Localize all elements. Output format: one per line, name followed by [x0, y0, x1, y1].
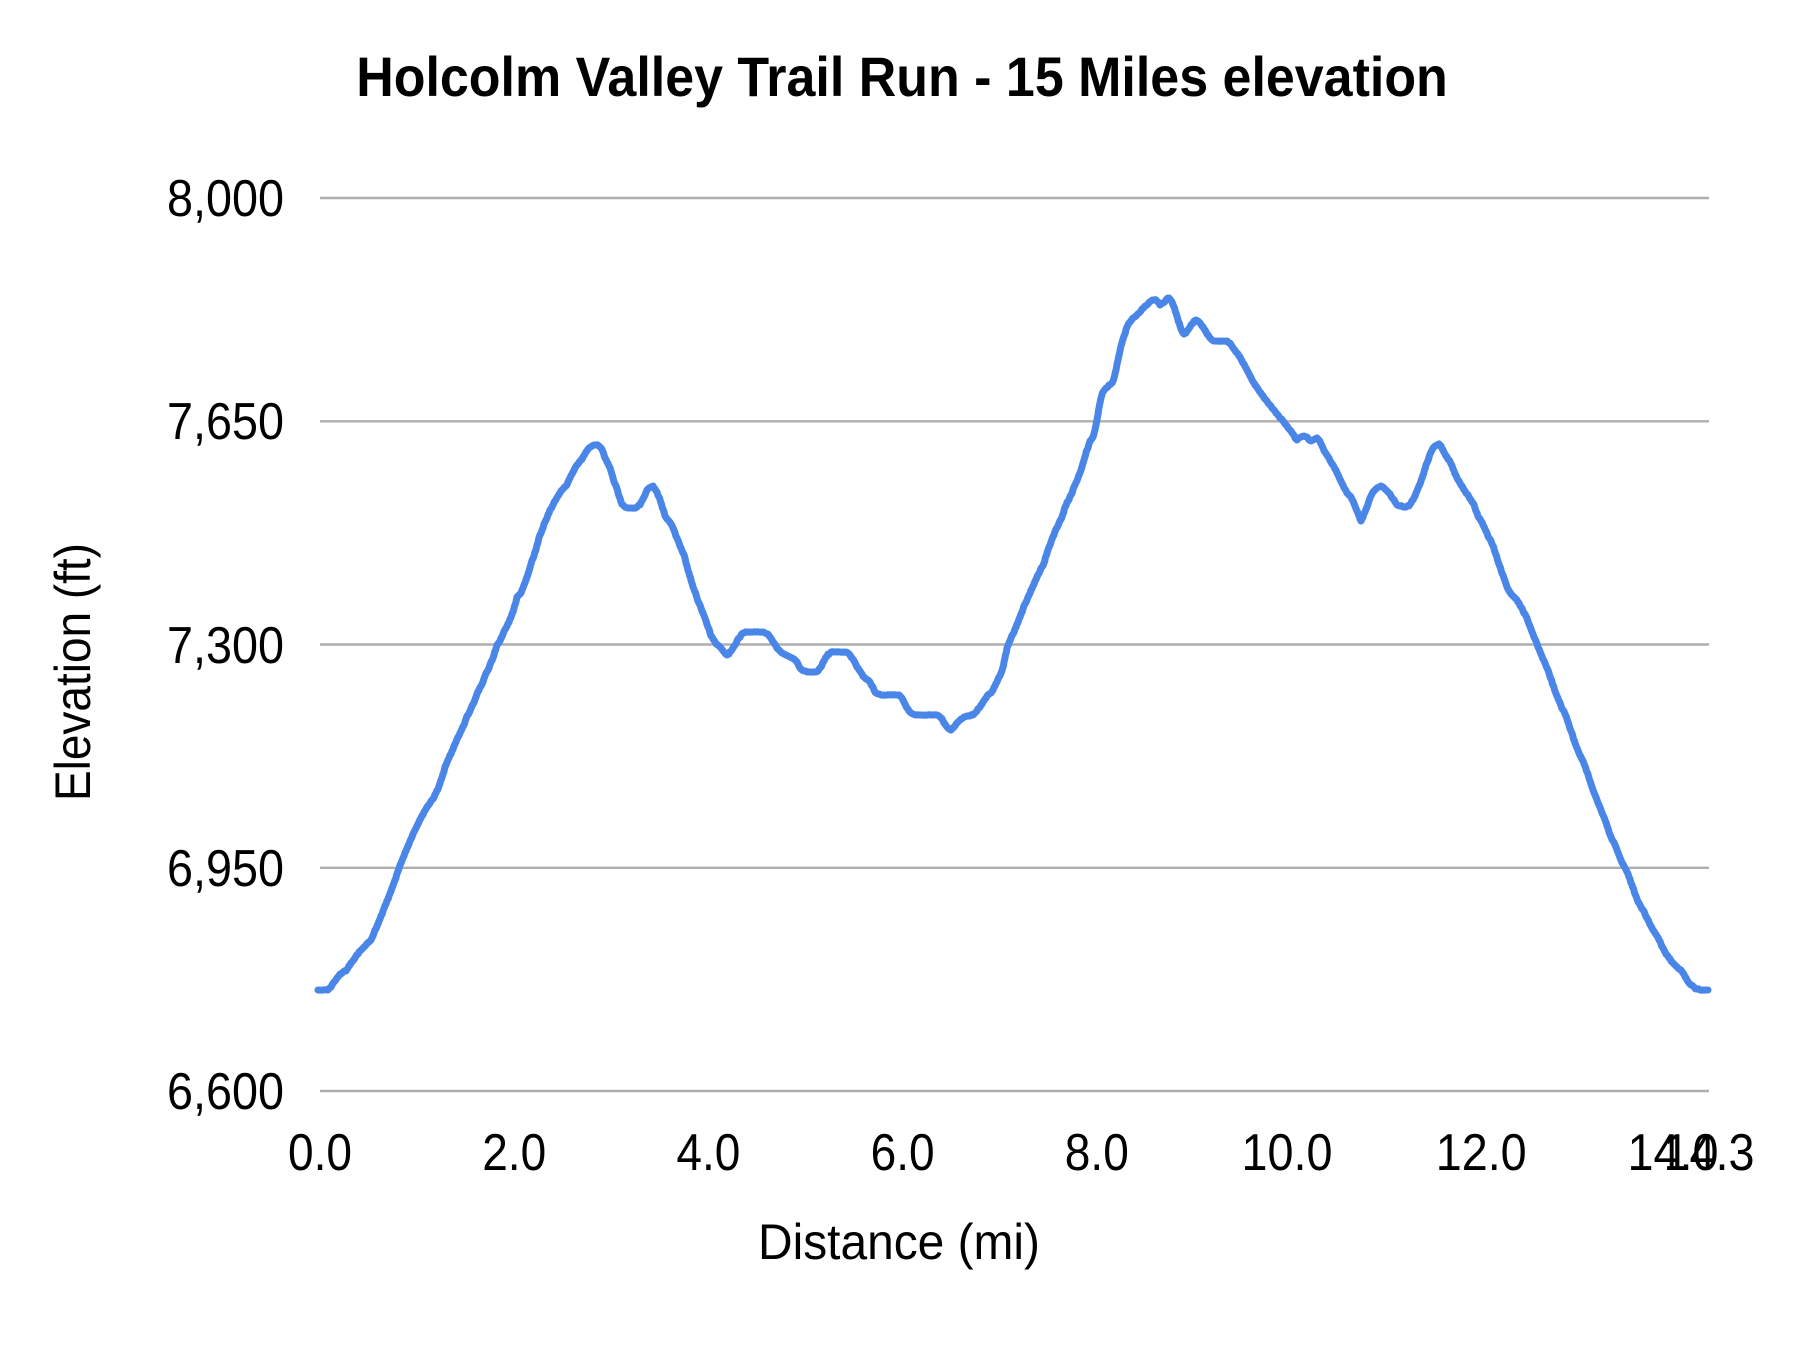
svg-text:6.0: 6.0 [871, 1124, 935, 1182]
svg-text:12.0: 12.0 [1436, 1124, 1527, 1182]
svg-text:6,600: 6,600 [167, 1063, 284, 1121]
svg-text:0.0: 0.0 [288, 1124, 352, 1182]
svg-text:Distance (mi): Distance (mi) [758, 1214, 1040, 1270]
svg-text:6,950: 6,950 [167, 840, 284, 898]
svg-text:2.0: 2.0 [482, 1124, 546, 1182]
svg-text:8.0: 8.0 [1065, 1124, 1129, 1182]
svg-text:4.0: 4.0 [676, 1124, 740, 1182]
svg-text:14.3: 14.3 [1664, 1124, 1755, 1182]
svg-text:14.0: 14.0 [1628, 1124, 1719, 1182]
svg-text:10.0: 10.0 [1242, 1124, 1333, 1182]
svg-text:7,650: 7,650 [167, 393, 284, 451]
svg-text:Elevation (ft): Elevation (ft) [45, 543, 101, 801]
svg-text:8,000: 8,000 [167, 170, 284, 228]
svg-text:Holcolm Valley Trail Run - 15: Holcolm Valley Trail Run - 15 Miles elev… [356, 46, 1448, 108]
svg-text:7,300: 7,300 [167, 617, 284, 675]
